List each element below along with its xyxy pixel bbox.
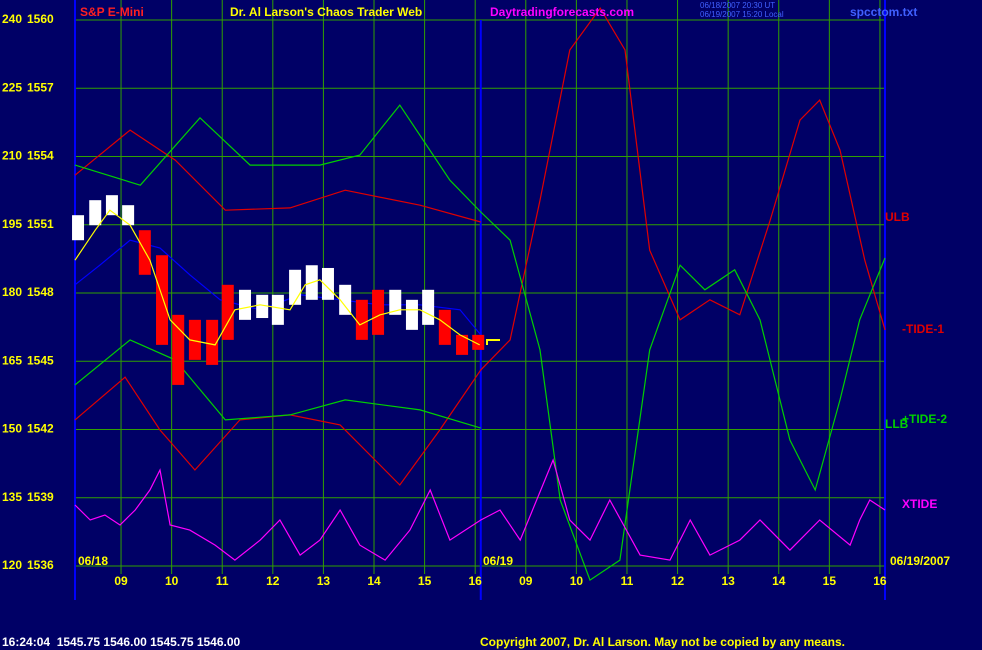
price-bar: [105, 195, 118, 216]
series-label: +TIDE-2: [902, 412, 947, 426]
price-bar: [89, 200, 102, 226]
y2-tick-label: 1545: [27, 353, 54, 367]
y-tick-label: 240: [2, 12, 22, 26]
x-tick-label: 10: [165, 574, 179, 588]
y2-tick-label: 1542: [27, 422, 54, 436]
series-line: [74, 7, 886, 486]
price-bar: [289, 269, 302, 305]
price-bar: [72, 215, 85, 241]
x-tick-label: 09: [519, 574, 533, 588]
x-tick-label: 10: [570, 574, 584, 588]
timestamp: 06/18/2007 20:30 UT: [700, 1, 775, 10]
y2-tick-label: 1551: [27, 217, 54, 231]
file-name: spcctom.txt: [850, 5, 917, 19]
price-bar: [405, 299, 418, 330]
marks: [72, 7, 886, 600]
x-tick-label: 14: [367, 574, 381, 588]
copyright: Copyright 2007, Dr. Al Larson. May not b…: [480, 635, 845, 649]
x-tick-label: 13: [317, 574, 331, 588]
website: Daytradingforecasts.com: [490, 5, 634, 19]
x-tick-label: 11: [216, 574, 229, 588]
x-tick-label: 15: [418, 574, 432, 588]
series-line: [74, 129, 481, 223]
price-bar: [422, 289, 435, 325]
price-bar: [355, 299, 368, 340]
y-tick-label: 135: [2, 490, 22, 504]
date-label: 06/19: [483, 554, 513, 568]
price-bar: [456, 334, 469, 355]
y2-tick-label: 1548: [27, 285, 54, 299]
price-bar: [156, 255, 169, 345]
series-line: [74, 339, 481, 429]
subtitle: Dr. Al Larson's Chaos Trader Web: [230, 5, 422, 19]
x-tick-label: 16: [469, 574, 483, 588]
y2-tick-label: 1557: [27, 80, 54, 94]
current-marker: [486, 339, 500, 345]
y-tick-label: 210: [2, 149, 22, 163]
x-tick-label: 13: [721, 574, 735, 588]
price-bar: [138, 230, 151, 275]
series-label: XTIDE: [902, 497, 937, 511]
date-label: 06/19/2007: [890, 554, 950, 568]
price-bar: [256, 294, 269, 319]
y2-tick-label: 1560: [27, 12, 54, 26]
price-bar: [238, 289, 251, 320]
x-tick-label: 12: [671, 574, 685, 588]
price-bar: [339, 284, 352, 315]
price-bar: [206, 319, 219, 365]
x-tick-label: 14: [772, 574, 786, 588]
x-tick-label: 11: [621, 574, 634, 588]
y-tick-label: 120: [2, 558, 22, 572]
y-tick-label: 180: [2, 285, 22, 299]
price-bar: [271, 294, 284, 325]
price-bar: [122, 205, 135, 226]
y2-tick-label: 1539: [27, 490, 54, 504]
date-label: 06/18: [78, 554, 108, 568]
y2-tick-label: 1536: [27, 558, 54, 572]
x-tick-label: 16: [873, 574, 887, 588]
x-tick-label: 12: [266, 574, 280, 588]
price-bar: [172, 314, 185, 385]
price-bar: [321, 267, 334, 300]
y-tick-label: 150: [2, 422, 22, 436]
y-tick-label: 195: [2, 217, 22, 231]
chart-title: S&P E-Mini: [80, 5, 144, 19]
price-bar: [472, 334, 485, 350]
y-tick-label: 165: [2, 353, 22, 367]
series-label: LLB: [885, 417, 909, 431]
x-tick-label: 09: [114, 574, 128, 588]
y2-tick-label: 1554: [27, 149, 54, 163]
series-label: -TIDE-1: [902, 322, 944, 336]
series-line: [74, 104, 886, 582]
series-label: ULB: [885, 210, 910, 224]
price-bar: [221, 284, 234, 340]
price-bar: [188, 319, 201, 360]
timestamp: 06/19/2007 15:20 Local: [700, 10, 784, 19]
series-line: [74, 458, 886, 561]
status: 16:24:04 1545.75 1546.00 1545.75 1546.00: [2, 635, 241, 649]
price-bar: [389, 289, 402, 315]
y-tick-label: 225: [2, 80, 22, 94]
smooth-line: [74, 209, 480, 346]
price-bar: [438, 309, 451, 345]
x-tick-label: 15: [823, 574, 837, 588]
price-bar: [372, 289, 385, 335]
